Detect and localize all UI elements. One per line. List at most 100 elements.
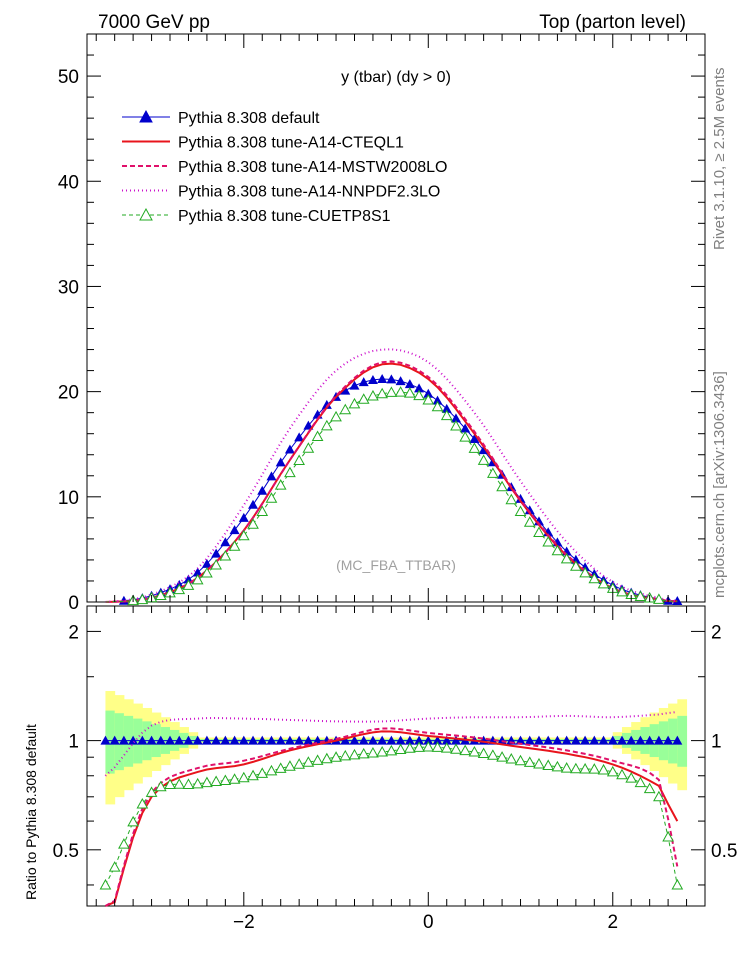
point-default [386,374,397,384]
ratio-plot: 0.5 0.5 1 1 2 2 Ratio to Pythia 8.308 default [23,605,737,907]
point-default [165,735,176,745]
point-default [174,735,185,745]
point-default [211,548,222,558]
point-default [423,388,434,398]
point-default [257,735,268,745]
legend-marker-default [139,109,153,123]
point-cuetp8s1 [154,589,167,601]
point-default [580,735,591,745]
point-cuetp8s1 [293,758,305,769]
point-default [192,567,203,577]
series-line-mstw [104,727,679,907]
point-default [284,444,295,454]
header-right: Top (parton level) [539,12,686,33]
point-cuetp8s1 [367,746,379,758]
point-default [441,735,452,745]
point-cuetp8s1 [154,780,167,792]
main-y-tick-label: 10 [58,488,79,509]
point-cuetp8s1 [367,389,379,401]
point-default [284,735,295,745]
point-cuetp8s1 [201,776,213,788]
ratio-y-axis: 0.5 0.5 1 1 2 2 [53,622,737,886]
point-cuetp8s1 [597,577,610,589]
point-cuetp8s1 [560,762,573,773]
point-default [146,735,157,745]
main-y-tick-label: 20 [58,383,79,404]
point-default [460,423,471,433]
ratio-y-tick-label-right: 0.5 [711,841,737,862]
point-default [118,735,129,745]
point-cuetp8s1 [496,480,508,492]
point-default [414,735,425,745]
point-cuetp8s1 [145,786,158,797]
point-cuetp8s1 [579,566,591,578]
point-cuetp8s1 [320,752,333,764]
point-cuetp8s1 [173,778,186,789]
point-default [524,735,535,745]
point-cuetp8s1 [616,585,628,597]
point-cuetp8s1 [330,410,342,422]
point-default [543,735,554,745]
point-cuetp8s1 [394,743,407,755]
point-default [570,735,581,745]
main-plot-title: y (tbar) (dy > 0) [341,69,451,86]
point-default [395,735,406,745]
point-cuetp8s1 [450,419,462,431]
rivet-label: Rivet 3.1.10, ≥ 2.5M events [711,68,728,251]
point-default [266,471,277,481]
point-cuetp8s1 [450,743,462,754]
point-cuetp8s1 [182,778,195,789]
point-default [441,403,452,413]
point-cuetp8s1 [542,535,555,547]
point-cuetp8s1 [653,790,665,802]
point-cuetp8s1 [256,505,269,516]
series-line-cuetp8s1 [104,746,678,886]
point-default [349,735,360,745]
point-cuetp8s1 [413,389,425,401]
point-default [377,735,388,745]
series-line-nnpdf [104,710,678,777]
point-default [118,595,129,605]
point-cuetp8s1 [606,765,619,777]
main-plot-watermark: (MC_FBA_TTBAR) [336,557,456,573]
point-cuetp8s1 [505,752,518,764]
ratio-y-tick-label: 1 [68,732,79,753]
point-cuetp8s1 [164,778,176,790]
point-cuetp8s1 [330,751,342,762]
point-cuetp8s1 [357,747,370,759]
legend-marker-cuetp8s1 [139,207,153,221]
point-cuetp8s1 [523,516,536,527]
main-plot: y (tbar) (dy > 0) (MC_FBA_TTBAR) 0 10 20 30… [58,33,706,614]
point-cuetp8s1 [274,479,287,490]
point-default [524,505,535,515]
point-cuetp8s1 [210,559,222,570]
point-default [672,595,683,605]
point-default [294,735,305,745]
point-default [183,735,194,745]
point-default [266,735,277,745]
point-cuetp8s1 [514,505,527,517]
point-default [404,379,415,389]
point-cuetp8s1 [570,762,582,774]
point-default [220,735,231,745]
point-cuetp8s1 [588,763,601,774]
ratio-band-inner [114,713,125,771]
point-cuetp8s1 [671,878,684,890]
point-default [635,735,646,745]
point-default [321,399,332,409]
point-default [275,735,286,745]
series-line-nnpdf [105,348,678,603]
point-cuetp8s1 [247,518,259,529]
mcplots-label: mcplots.cern.ch [arXiv:1306.3436] [711,371,728,598]
point-cuetp8s1 [302,756,315,767]
ratio-band-inner [105,710,116,774]
point-cuetp8s1 [182,579,195,590]
point-default [109,735,120,745]
x-tick-label: 2 [607,912,618,933]
point-cuetp8s1 [487,467,499,478]
legend-label-cteql1: Pythia 8.308 tune-A14-CTEQL1 [178,135,404,152]
legend-label-default: Pythia 8.308 default [178,110,320,127]
series-line-mstw [105,360,678,603]
ratio-y-tick-label: 0.5 [53,841,79,862]
ratio-band-inner [123,715,134,767]
